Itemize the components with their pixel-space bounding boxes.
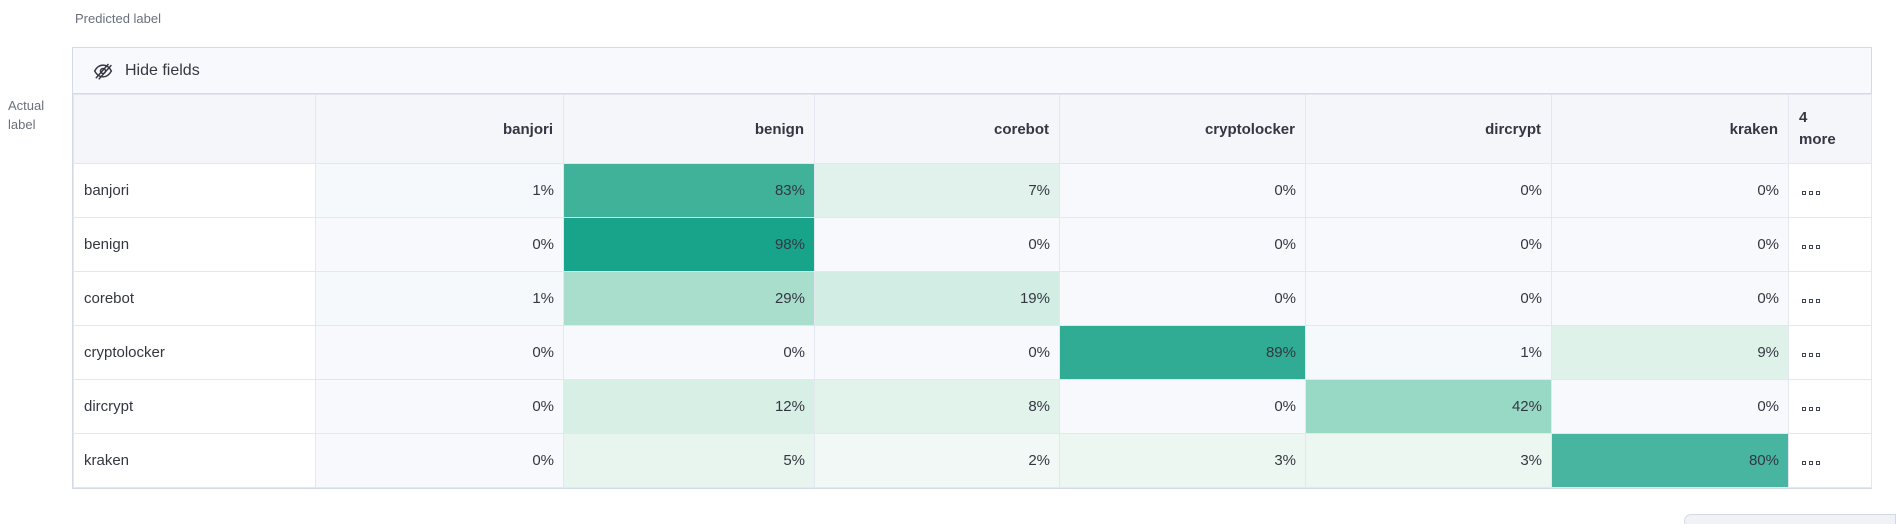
more-columns-cell[interactable] <box>1788 325 1872 380</box>
matrix-cell[interactable]: 0% <box>1551 379 1789 434</box>
matrix-cell[interactable]: 12% <box>563 379 815 434</box>
matrix-cell[interactable]: 0% <box>315 379 564 434</box>
matrix-cell[interactable]: 0% <box>1059 271 1306 326</box>
row-label[interactable]: kraken <box>73 433 316 488</box>
matrix-cell[interactable]: 80% <box>1551 433 1789 488</box>
table-row: banjori 1% 83% 7% 0% 0% 0% <box>73 163 1872 218</box>
corner-cell <box>73 94 316 164</box>
confusion-matrix-table: banjori benign corebot cryptolocker dirc… <box>73 94 1872 488</box>
matrix-cell[interactable]: 98% <box>563 217 815 272</box>
table-row: corebot 1% 29% 19% 0% 0% 0% <box>73 271 1872 326</box>
matrix-cell[interactable]: 89% <box>1059 325 1306 380</box>
matrix-cell[interactable]: 1% <box>315 163 564 218</box>
row-label[interactable]: banjori <box>73 163 316 218</box>
row-label[interactable]: dircrypt <box>73 379 316 434</box>
matrix-cell[interactable]: 0% <box>814 325 1060 380</box>
matrix-cell[interactable]: 5% <box>563 433 815 488</box>
table-row: cryptolocker 0% 0% 0% 89% 1% 9% <box>73 325 1872 380</box>
matrix-cell[interactable]: 3% <box>1059 433 1306 488</box>
predicted-axis-label: Predicted label <box>75 11 161 26</box>
header-row: banjori benign corebot cryptolocker dirc… <box>73 94 1872 164</box>
hide-fields-label: Hide fields <box>125 61 200 79</box>
row-label[interactable]: corebot <box>73 271 316 326</box>
matrix-cell[interactable]: 0% <box>315 325 564 380</box>
matrix-cell[interactable]: 0% <box>1551 271 1789 326</box>
table-row: dircrypt 0% 12% 8% 0% 42% 0% <box>73 379 1872 434</box>
actual-axis-label: Actual label <box>8 98 45 132</box>
column-header-benign[interactable]: benign <box>563 94 815 164</box>
column-header-banjori[interactable]: banjori <box>315 94 564 164</box>
matrix-cell[interactable]: 0% <box>1305 163 1552 218</box>
more-columns-cell[interactable] <box>1788 433 1872 488</box>
matrix-cell[interactable]: 83% <box>563 163 815 218</box>
hide-fields-button[interactable]: Hide fields <box>93 61 200 81</box>
matrix-cell[interactable]: 0% <box>1305 217 1552 272</box>
matrix-cell[interactable]: 0% <box>1059 217 1306 272</box>
boxes-horizontal-icon <box>1802 353 1820 357</box>
matrix-cell[interactable]: 0% <box>1059 163 1306 218</box>
row-label[interactable]: cryptolocker <box>73 325 316 380</box>
matrix-cell[interactable]: 29% <box>563 271 815 326</box>
column-header-cryptolocker[interactable]: cryptolocker <box>1059 94 1306 164</box>
column-header-dircrypt[interactable]: dircrypt <box>1305 94 1552 164</box>
grid-controls-row: Hide fields <box>73 48 1871 94</box>
eye-slash-icon <box>93 61 113 81</box>
matrix-cell[interactable]: 42% <box>1305 379 1552 434</box>
matrix-cell[interactable]: 0% <box>315 217 564 272</box>
matrix-cell[interactable]: 0% <box>1305 271 1552 326</box>
horizontal-scrollbar[interactable] <box>1684 514 1896 524</box>
table-row: kraken 0% 5% 2% 3% 3% 80% <box>73 433 1872 488</box>
more-columns-cell[interactable] <box>1788 271 1872 326</box>
more-columns-cell[interactable] <box>1788 379 1872 434</box>
boxes-horizontal-icon <box>1802 191 1820 195</box>
column-header-corebot[interactable]: corebot <box>814 94 1060 164</box>
matrix-cell[interactable]: 3% <box>1305 433 1552 488</box>
boxes-horizontal-icon <box>1802 407 1820 411</box>
boxes-horizontal-icon <box>1802 299 1820 303</box>
matrix-cell[interactable]: 9% <box>1551 325 1789 380</box>
boxes-horizontal-icon <box>1802 461 1820 465</box>
table-row: benign 0% 98% 0% 0% 0% 0% <box>73 217 1872 272</box>
more-columns-cell[interactable] <box>1788 163 1872 218</box>
matrix-cell[interactable]: 7% <box>814 163 1060 218</box>
matrix-cell[interactable]: 0% <box>814 217 1060 272</box>
column-header-kraken[interactable]: kraken <box>1551 94 1789 164</box>
matrix-cell[interactable]: 0% <box>1059 379 1306 434</box>
boxes-horizontal-icon <box>1802 245 1820 249</box>
data-grid: Hide fields banjori benign corebot crypt… <box>72 47 1872 489</box>
more-columns-cell[interactable] <box>1788 217 1872 272</box>
matrix-cell[interactable]: 2% <box>814 433 1060 488</box>
matrix-cell[interactable]: 1% <box>315 271 564 326</box>
matrix-cell[interactable]: 0% <box>1551 217 1789 272</box>
matrix-cell[interactable]: 0% <box>1551 163 1789 218</box>
matrix-cell[interactable]: 19% <box>814 271 1060 326</box>
matrix-cell[interactable]: 8% <box>814 379 1060 434</box>
matrix-cell[interactable]: 1% <box>1305 325 1552 380</box>
row-label[interactable]: benign <box>73 217 316 272</box>
column-header-more[interactable]: 4 more <box>1788 94 1872 164</box>
matrix-cell[interactable]: 0% <box>315 433 564 488</box>
matrix-cell[interactable]: 0% <box>563 325 815 380</box>
